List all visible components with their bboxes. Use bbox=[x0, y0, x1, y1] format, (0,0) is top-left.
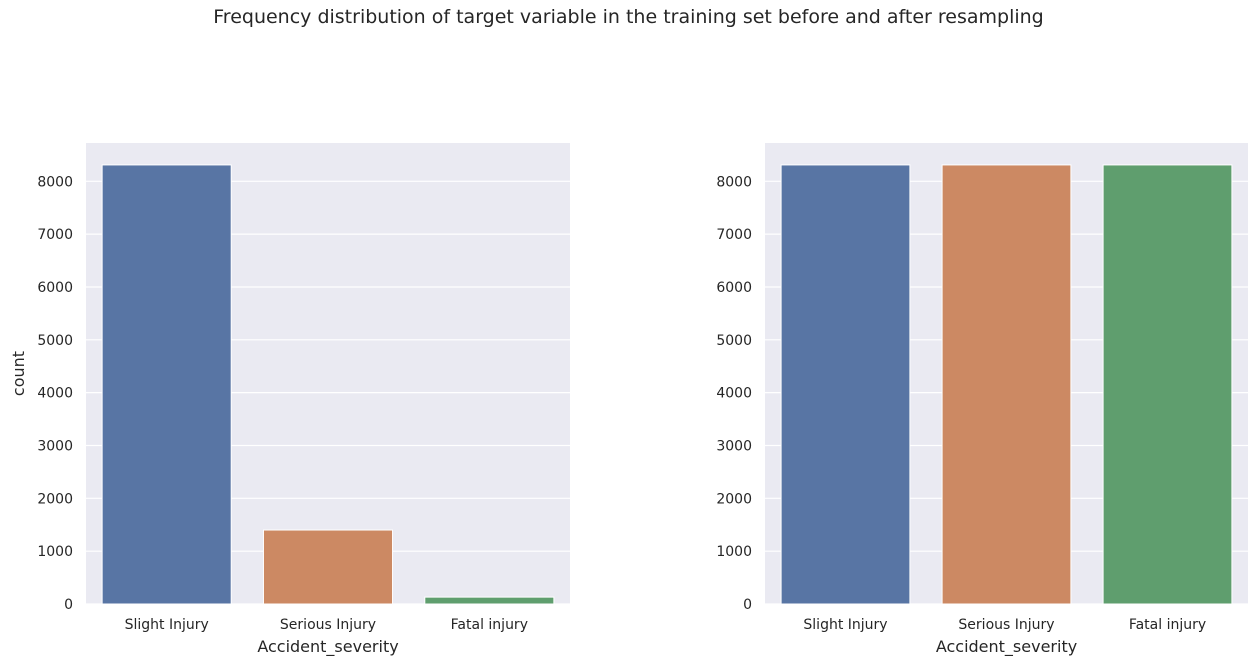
bar bbox=[780, 164, 911, 605]
figure-title: Frequency distribution of target variabl… bbox=[213, 6, 1044, 28]
y-tick-label: 7000 bbox=[37, 227, 73, 243]
x-tick-label: Serious Injury bbox=[958, 617, 1054, 633]
chart-panel-after-resampling: 0 1000 2000 3000 4000 5000 6000 7000 8000 Slight … bbox=[716, 143, 1248, 657]
y-tick-label: 4000 bbox=[37, 386, 73, 402]
y-tick-label: 8000 bbox=[37, 174, 73, 190]
y-tick-label: 4000 bbox=[716, 386, 752, 402]
bar bbox=[1102, 164, 1233, 605]
y-tick-label: 3000 bbox=[37, 438, 73, 454]
x-tick-label: Slight Injury bbox=[803, 617, 887, 633]
y-tick-label: 8000 bbox=[716, 174, 752, 190]
y-tick-label: 1000 bbox=[716, 544, 752, 560]
x-tick-label: Serious Injury bbox=[280, 617, 376, 633]
y-tick-label: 2000 bbox=[37, 491, 73, 507]
y-tick-label: 1000 bbox=[37, 544, 73, 560]
y-tick-label: 2000 bbox=[716, 491, 752, 507]
y-tick-label: 6000 bbox=[716, 280, 752, 296]
y-tick-label: 6000 bbox=[37, 280, 73, 296]
bar bbox=[262, 529, 394, 605]
y-tick-label: 0 bbox=[743, 597, 752, 613]
chart-panel-before-resampling: 0 1000 2000 3000 4000 5000 6000 7000 8000 Slight … bbox=[9, 143, 570, 657]
x-tick-label: Slight Injury bbox=[125, 617, 209, 633]
y-tick-label: 5000 bbox=[716, 333, 752, 349]
x-tick-label: Fatal injury bbox=[451, 617, 528, 633]
bar bbox=[424, 596, 555, 605]
y-tick-label: 3000 bbox=[716, 438, 752, 454]
y-axis-label: count bbox=[9, 351, 28, 396]
y-tick-label: 7000 bbox=[716, 227, 752, 243]
y-tick-label: 0 bbox=[64, 597, 73, 613]
x-axis-label: Accident_severity bbox=[257, 637, 398, 657]
bar bbox=[101, 164, 232, 605]
x-axis-label: Accident_severity bbox=[936, 637, 1077, 657]
bar bbox=[941, 164, 1072, 605]
x-tick-label: Fatal injury bbox=[1129, 617, 1206, 633]
y-tick-label: 5000 bbox=[37, 333, 73, 349]
